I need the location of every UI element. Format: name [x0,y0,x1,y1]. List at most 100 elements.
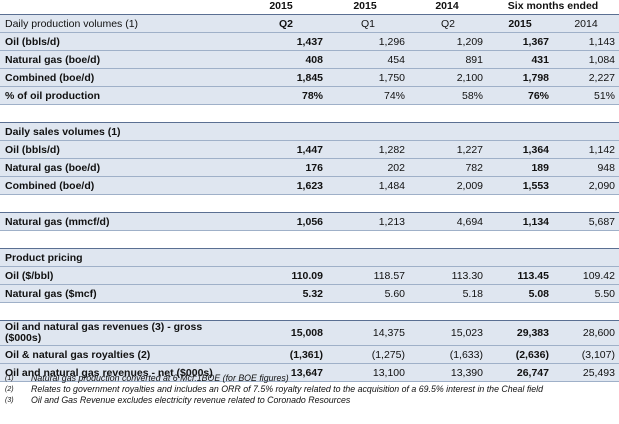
header-six-months: Six months ended [507,0,599,12]
footnote-marker: (2) [5,386,14,393]
period-q2-2014: Q2 [409,14,487,33]
table-row: Natural gas (boe/d) 176 202 782 189 948 [0,158,619,177]
table-row: Oil and natural gas revenues (3) - gross… [0,320,619,346]
row-label: Natural gas (boe/d) [0,50,245,69]
cell: 1,143 [553,32,619,51]
cell: 1,484 [327,176,409,195]
cell: 1,367 [487,32,553,51]
cell: 2,227 [553,68,619,87]
cell: 13,647 [245,363,327,382]
table-row: Combined (boe/d) 1,845 1,750 2,100 1,798… [0,68,619,87]
cell: 1,623 [245,176,327,195]
footnote: (2) Relates to government royalties and … [0,384,619,395]
section-title: Product pricing [0,248,245,267]
cell: 1,282 [327,140,409,159]
spacer-row [0,194,619,213]
cell: 202 [327,158,409,177]
cell: 13,390 [409,363,487,382]
period-q1-2015: Q1 [327,14,409,33]
cell: 5.08 [487,284,553,303]
cell: 26,747 [487,363,553,382]
cell: 1,447 [245,140,327,159]
cell: 5.60 [327,284,409,303]
cell: 431 [487,50,553,69]
cell: 1,142 [553,140,619,159]
column-year-header: 2015 2015 2014 Six months ended [0,0,619,12]
section-header-sales: Daily sales volumes (1) [0,122,619,141]
period-six-2014: 2014 [553,14,619,33]
cell: 2,090 [553,176,619,195]
footnote-text: Oil and Gas Revenue excludes electricity… [31,395,351,405]
cell: (1,275) [327,345,409,364]
cell: 15,023 [409,320,487,346]
cell: 1,296 [327,32,409,51]
header-year-2: 2015 [353,0,377,12]
section-title: Daily production volumes (1) [0,14,245,33]
cell: 58% [409,86,487,105]
cell: 891 [409,50,487,69]
cell: 5.32 [245,284,327,303]
cell: (2,636) [487,345,553,364]
footnote-text: Natural gas production converted at 6 Mc… [31,373,289,383]
cell: 25,493 [553,363,619,382]
cell: 1,437 [245,32,327,51]
cell: 1,798 [487,68,553,87]
cell: 113.45 [487,266,553,285]
cell: 5.50 [553,284,619,303]
cell: 78% [245,86,327,105]
row-label: Oil ($/bbl) [0,266,245,285]
cell: 1,056 [245,212,327,231]
cell: 76% [487,86,553,105]
footnote-marker: (1) [5,375,14,382]
footnotes: (1) Natural gas production converted at … [0,373,619,406]
table-row: Natural gas (boe/d) 408 454 891 431 1,08… [0,50,619,69]
footnote-text: Relates to government royalties and incl… [31,384,543,394]
row-label: Combined (boe/d) [0,176,245,195]
cell: 1,227 [409,140,487,159]
table-row: % of oil production 78% 74% 58% 76% 51% [0,86,619,105]
cell: 408 [245,50,327,69]
row-label: Oil (bbls/d) [0,32,245,51]
table-row: Oil and natural gas revenues - net ($000… [0,363,619,382]
cell: 29,383 [487,320,553,346]
section-header-production: Daily production volumes (1) Q2 Q1 Q2 20… [0,14,619,33]
table-row: Oil (bbls/d) 1,447 1,282 1,227 1,364 1,1… [0,140,619,159]
cell: 1,750 [327,68,409,87]
cell: 176 [245,158,327,177]
table-row: Oil & natural gas royalties (2) (1,361) … [0,345,619,364]
row-label: Natural gas (mmcf/d) [0,212,245,231]
table-row: Natural gas ($mcf) 5.32 5.60 5.18 5.08 5… [0,284,619,303]
cell: 2,100 [409,68,487,87]
section-header-pricing: Product pricing [0,248,619,267]
cell: 4,694 [409,212,487,231]
cell: 5,687 [553,212,619,231]
row-label: Oil (bbls/d) [0,140,245,159]
cell: 118.57 [327,266,409,285]
cell: (1,361) [245,345,327,364]
spacer-row [0,230,619,249]
spacer-row [0,302,619,321]
header-year-3: 2014 [435,0,459,12]
row-label: % of oil production [0,86,245,105]
cell: 1,084 [553,50,619,69]
section-title: Daily sales volumes (1) [0,122,245,141]
table-row: Oil ($/bbl) 110.09 118.57 113.30 113.45 … [0,266,619,285]
cell: 2,009 [409,176,487,195]
cell: 13,100 [327,363,409,382]
production-table: Daily production volumes (1) Q2 Q1 Q2 20… [0,14,619,382]
row-label: Oil and natural gas revenues - net ($000… [0,363,245,382]
cell: (1,633) [409,345,487,364]
cell: 782 [409,158,487,177]
row-label: Combined (boe/d) [0,68,245,87]
cell: 74% [327,86,409,105]
header-year-1: 2015 [269,0,293,12]
cell: 1,213 [327,212,409,231]
cell: 1,553 [487,176,553,195]
footnote: (1) Natural gas production converted at … [0,373,619,384]
cell: 28,600 [553,320,619,346]
row-label: Oil & natural gas royalties (2) [0,345,245,364]
cell: 113.30 [409,266,487,285]
cell: 1,209 [409,32,487,51]
cell: 51% [553,86,619,105]
cell: (3,107) [553,345,619,364]
